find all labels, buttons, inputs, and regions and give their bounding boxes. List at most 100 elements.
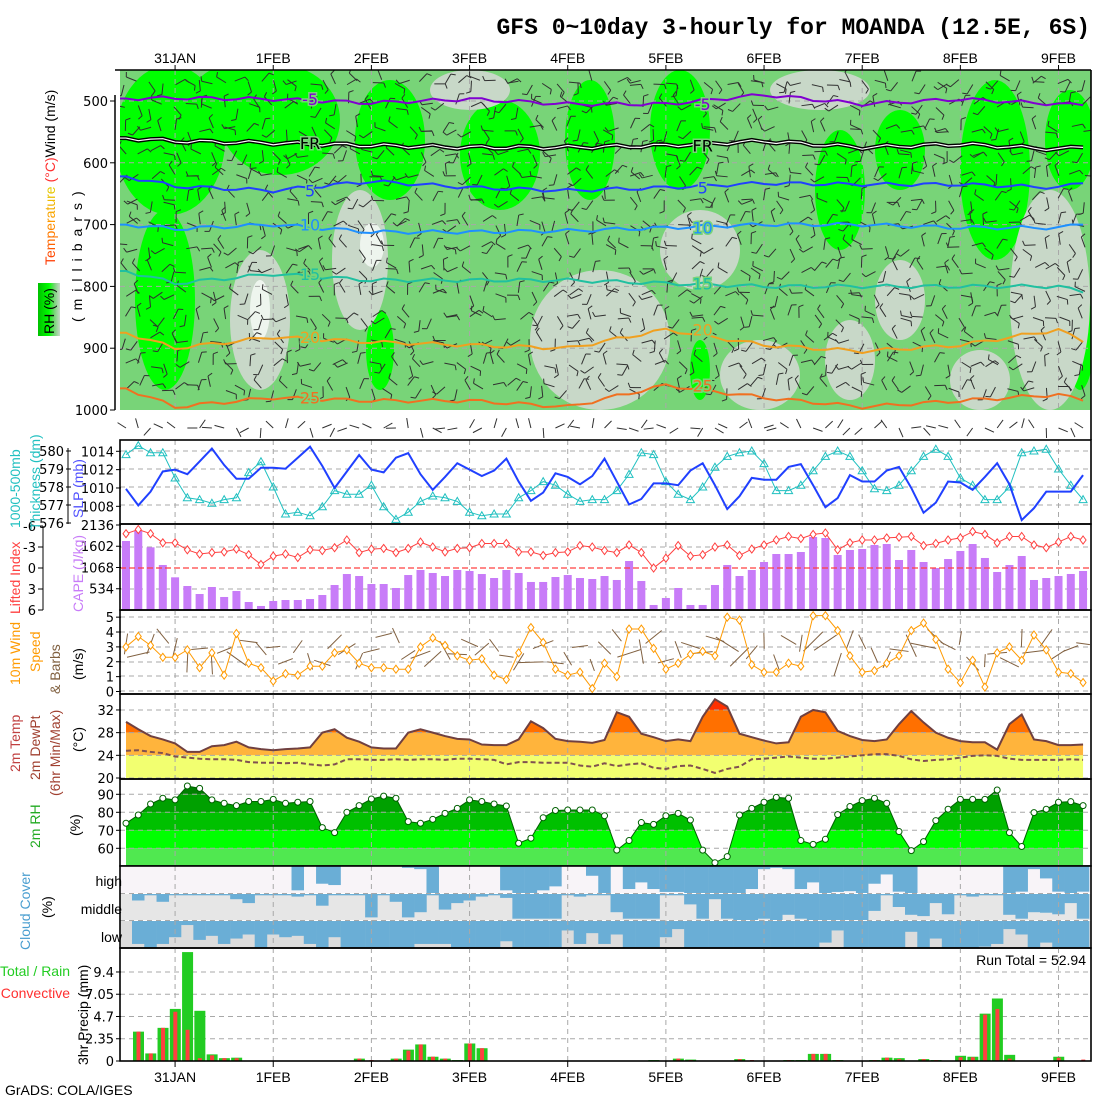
cape-bar	[441, 576, 450, 610]
wind-barb	[461, 211, 469, 226]
cape-bar	[993, 571, 1002, 610]
wind-barb	[236, 174, 248, 184]
thickness-tick-label: 580	[39, 445, 64, 460]
wind-barb-flag	[125, 117, 131, 121]
wind-barb-staff	[120, 84, 125, 96]
wind-barb	[1071, 341, 1084, 351]
wind-barb-10m	[1076, 642, 1090, 646]
wind-barb-staff	[462, 176, 471, 186]
wind-barb	[567, 201, 580, 211]
wind-barb-flag	[290, 280, 294, 286]
cloud-bar-high	[500, 866, 513, 891]
surface-wind-barb	[766, 427, 777, 432]
wind-barb-staff	[1034, 222, 1046, 225]
wind-barb-staff	[725, 291, 736, 297]
wind-barb-staff	[1057, 78, 1069, 84]
wind-barb-flag	[702, 316, 706, 322]
surface-wind-barb	[528, 418, 532, 429]
precip-tick-label: 7.05	[85, 988, 114, 1003]
day-label-bottom: 5FEB	[648, 1069, 683, 1085]
wind-barb	[961, 171, 976, 177]
wind-barb-flag	[633, 138, 639, 140]
rh-marker	[527, 834, 535, 842]
wind-barb	[456, 362, 467, 375]
wind-barb-flag	[131, 306, 137, 309]
wind-barb	[411, 353, 421, 368]
wind-barb-staff	[753, 79, 765, 84]
wind-barb-staff	[486, 244, 494, 254]
wind-barb-flag	[430, 107, 436, 111]
pressure-tick-label: 600	[83, 157, 108, 172]
thickness-marker	[1029, 445, 1039, 455]
wind-barb-staff	[572, 201, 580, 211]
wind-barb-flag	[711, 105, 717, 110]
wind-barb	[739, 316, 745, 331]
rh-marker	[1067, 798, 1075, 806]
wind-barb-staff	[691, 361, 695, 373]
wind-barb-flag	[619, 328, 623, 333]
wind-barb	[553, 247, 562, 262]
cloud-bar-middle	[549, 894, 562, 919]
wind-barb-staff	[325, 122, 336, 130]
contour-label: 25	[300, 389, 320, 408]
precip-total-bar	[182, 952, 194, 1061]
wind-barb	[689, 79, 695, 94]
wind-barb-flag	[1017, 91, 1022, 96]
wind-barb-staff	[606, 288, 615, 297]
wind-barb	[642, 220, 652, 233]
wind-barb-flag	[1009, 150, 1013, 156]
rh-moist-area	[1045, 90, 1091, 190]
cloud-bar-low	[377, 921, 390, 948]
wind-barb-staff	[887, 351, 894, 362]
wind-barb-flag	[862, 377, 865, 383]
wind-barb	[261, 129, 276, 138]
wind-barb-staff	[603, 188, 606, 200]
wind-barb-flag	[341, 145, 347, 149]
thickness-marker	[857, 465, 868, 475]
wind-barb-flag	[1044, 262, 1050, 267]
wind-barb-staff	[592, 261, 596, 273]
wind-barb	[504, 130, 518, 136]
wind-barb-flag	[131, 258, 136, 264]
wind-barb	[172, 267, 186, 274]
wind-barb-staff	[489, 353, 494, 365]
wind-barb-flag	[832, 258, 838, 262]
wind-barb-staff	[900, 149, 911, 154]
wind-barb-staff	[705, 268, 714, 278]
surface-wind-barb	[419, 427, 424, 438]
wind-barb-flag	[678, 136, 684, 140]
day-label-bottom: 1FEB	[256, 1069, 291, 1085]
wind-barb-staff	[698, 268, 704, 280]
wind-barb	[823, 237, 831, 250]
wind-barb-flag	[733, 348, 739, 352]
wind-barb	[358, 199, 372, 208]
rh-marker	[686, 816, 694, 824]
wind-barb-flag	[602, 350, 608, 355]
wind-barb-staff	[746, 117, 753, 129]
cloud-bar-low	[684, 921, 697, 948]
cape-bar	[183, 586, 192, 610]
pressure-tick-label: 800	[83, 280, 108, 295]
wind-barb-staff	[689, 166, 698, 176]
wind-barb	[276, 167, 288, 178]
wind-barb-staff	[775, 373, 779, 385]
cloud-bar-middle	[941, 894, 955, 915]
wind-barb	[860, 371, 866, 386]
wind-barb-staff	[434, 102, 445, 111]
lifted-index-marker	[367, 544, 376, 554]
wind-barb	[285, 154, 291, 169]
wind-barb-staff	[997, 128, 1009, 133]
wind-barb-staff	[920, 330, 926, 342]
cloud-bar-low	[230, 921, 243, 939]
wind-barb	[884, 246, 890, 261]
wind-speed-marker	[846, 650, 854, 661]
wind-barb	[326, 376, 334, 391]
wind-barb-flag	[803, 349, 808, 354]
wind-barb-flag	[439, 148, 445, 153]
cape-bar	[477, 574, 486, 610]
wind-barb-staff	[1035, 262, 1046, 268]
wind-barb	[948, 200, 955, 215]
wind-barb-flag	[1020, 102, 1024, 108]
wind-barb-staff	[152, 383, 164, 387]
wind-barb-flag	[891, 324, 896, 330]
